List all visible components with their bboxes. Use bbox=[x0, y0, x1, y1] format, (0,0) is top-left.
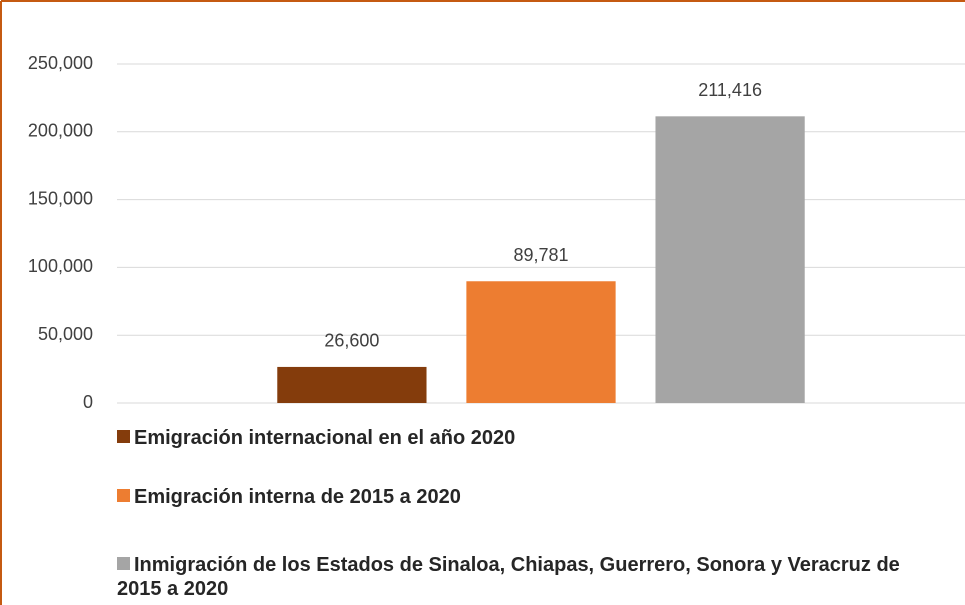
y-tick-label: 100,000 bbox=[28, 256, 93, 276]
legend-label: Inmigración de los Estados de Sinaloa, C… bbox=[117, 554, 900, 600]
legend-label: Emigración interna de 2015 a 2020 bbox=[134, 486, 461, 508]
y-tick-label: 250,000 bbox=[28, 53, 93, 73]
value-label: 89,781 bbox=[513, 245, 568, 265]
bar bbox=[655, 116, 805, 404]
legend-swatch bbox=[117, 489, 130, 502]
bar bbox=[277, 366, 427, 403]
legend-item: Emigración interna de 2015 a 2020 bbox=[117, 485, 937, 509]
legend-label: Emigración internacional en el año 2020 bbox=[134, 427, 516, 449]
value-label: 26,600 bbox=[324, 331, 379, 351]
legend-item: Emigración internacional en el año 2020 bbox=[117, 426, 937, 450]
y-tick-label: 150,000 bbox=[28, 188, 93, 208]
legend-swatch bbox=[117, 430, 130, 443]
legend-item: Inmigración de los Estados de Sinaloa, C… bbox=[117, 553, 937, 601]
y-tick-label: 200,000 bbox=[28, 121, 93, 141]
legend-swatch bbox=[117, 557, 130, 570]
value-label: 211,416 bbox=[698, 80, 762, 100]
y-tick-label: 0 bbox=[83, 392, 93, 412]
y-tick-label: 50,000 bbox=[38, 324, 93, 344]
bar bbox=[466, 281, 616, 403]
